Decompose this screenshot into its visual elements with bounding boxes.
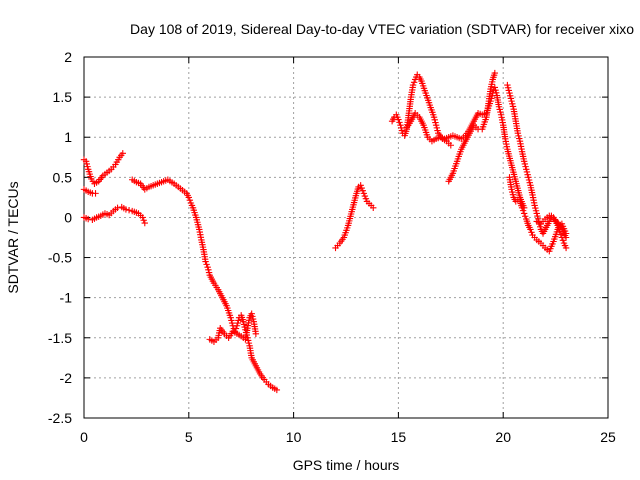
data-points xyxy=(80,69,570,394)
data-point xyxy=(410,79,418,86)
data-point xyxy=(527,226,534,233)
data-point xyxy=(84,215,92,223)
x-tick-label: 10 xyxy=(286,429,302,445)
x-tick-label: 20 xyxy=(495,429,511,445)
y-tick-label: 2 xyxy=(64,49,72,65)
data-point xyxy=(125,207,133,214)
series-arc-e3 xyxy=(533,212,570,241)
y-tick-label: -2.5 xyxy=(48,410,72,426)
series-arc-a2 xyxy=(80,186,99,197)
series-arc-e2 xyxy=(506,174,570,255)
series-arc-d3 xyxy=(445,69,499,185)
data-point xyxy=(114,204,121,212)
chart-title: Day 108 of 2019, Sidereal Day-to-day VTE… xyxy=(130,21,634,37)
data-point xyxy=(252,330,260,337)
plot-frame xyxy=(83,56,609,419)
x-axis-title: GPS time / hours xyxy=(293,457,400,473)
data-point xyxy=(141,219,148,227)
y-tick-label: -1.5 xyxy=(48,330,72,346)
y-tick-label: -2 xyxy=(60,370,73,386)
y-axis-title: SDTVAR / TECUs xyxy=(5,181,21,293)
data-point xyxy=(562,244,570,252)
x-tick-label: 0 xyxy=(80,429,88,445)
data-point xyxy=(370,204,377,212)
data-point xyxy=(186,196,194,204)
x-tick-label: 5 xyxy=(185,429,193,445)
data-point xyxy=(395,116,402,123)
data-point xyxy=(139,214,146,221)
series-arc-b2 xyxy=(206,310,260,345)
data-point xyxy=(546,218,553,225)
data-point xyxy=(232,325,240,332)
series-arc-b xyxy=(129,176,281,394)
data-point xyxy=(92,190,99,197)
data-point xyxy=(562,234,570,241)
data-point xyxy=(519,207,527,214)
axis-ticks xyxy=(83,56,609,419)
y-tick-label: -1 xyxy=(60,290,73,306)
data-point xyxy=(396,119,403,126)
data-point xyxy=(522,213,529,220)
x-tick-labels: 0 5 10 15 20 25 xyxy=(80,429,616,445)
data-point xyxy=(491,69,499,77)
y-tick-label: 1 xyxy=(64,129,72,145)
y-tick-label: -0.5 xyxy=(48,250,72,266)
data-point xyxy=(140,217,147,224)
x-tick-label: 25 xyxy=(600,429,616,445)
data-point xyxy=(447,142,454,149)
data-point xyxy=(518,204,526,212)
y-tick-label: 0.5 xyxy=(53,169,73,185)
data-point xyxy=(528,229,535,236)
series-arc-a1 xyxy=(80,150,126,187)
y-tick-label: 0 xyxy=(64,209,72,225)
data-point xyxy=(203,261,210,268)
x-tick-label: 15 xyxy=(391,429,407,445)
y-tick-label: 1.5 xyxy=(53,89,73,105)
data-point xyxy=(273,386,281,394)
data-point xyxy=(409,81,417,89)
series-arc-a3 xyxy=(80,203,148,227)
data-point xyxy=(202,258,209,265)
data-point xyxy=(185,194,192,201)
data-point xyxy=(520,210,528,217)
y-tick-labels: -2.5 -2 -1.5 -1 -0.5 0 0.5 1 1.5 2 xyxy=(48,49,72,426)
data-point xyxy=(119,150,126,157)
data-point xyxy=(122,206,130,213)
data-point xyxy=(559,237,567,244)
series-arc-c xyxy=(332,182,377,252)
